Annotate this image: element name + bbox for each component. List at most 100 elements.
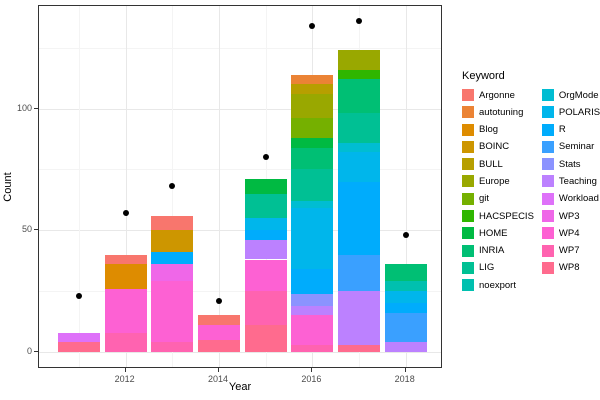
bar-segment-noexport — [384, 281, 427, 292]
legend-item: LIG — [462, 261, 534, 274]
bar-segment-Europe — [338, 50, 381, 70]
bar-segment-R — [338, 181, 381, 255]
x-tick-label: 2012 — [114, 374, 135, 384]
bar-segment-WP8 — [58, 342, 100, 352]
legend-item: BOINC — [462, 140, 534, 153]
bar-segment-git — [291, 118, 334, 138]
legend-swatch-BOINC — [462, 140, 474, 153]
data-point — [402, 232, 409, 239]
bar-segment-R — [291, 269, 334, 294]
legend-title: Keyword — [462, 70, 505, 82]
legend-item: BULL — [462, 158, 534, 171]
y-axis-title: Count — [2, 172, 14, 202]
bar-segment-WP4 — [244, 259, 287, 292]
bar-segment-INRIA — [291, 147, 334, 170]
bar-segment-WP4 — [104, 288, 147, 333]
legend-swatch-INRIA — [462, 244, 474, 257]
legend-item: POLARIS — [541, 106, 600, 119]
legend-label: HOME — [479, 227, 508, 239]
y-tick-mark — [34, 351, 38, 352]
legend-item: Stats — [541, 158, 600, 171]
bar-segment-Seminar — [384, 313, 427, 343]
legend-item: git — [462, 192, 534, 205]
legend: Keyword Argonne autotuning Blog BOINC BULL Eu… — [462, 70, 600, 297]
legend-label: Argonne — [479, 89, 515, 101]
x-tick-mark — [124, 368, 126, 372]
legend-item: Blog — [462, 123, 534, 136]
legend-label: WP3 — [558, 210, 580, 222]
bar-segment-Europe — [291, 93, 334, 119]
bar-segment-HOME — [244, 179, 287, 194]
data-point — [122, 210, 129, 217]
legend-swatch-BULL — [462, 158, 474, 171]
gridline-x-major — [125, 6, 127, 367]
bar-segment-Blog — [104, 264, 147, 289]
bar-segment-LIG — [291, 169, 334, 202]
legend-label: autotuning — [479, 106, 524, 118]
legend-swatch-Stats — [541, 158, 554, 171]
bar-segment-Teaching — [338, 291, 381, 345]
bar-segment-Workload — [58, 332, 100, 343]
legend-label: git — [479, 193, 490, 205]
bar-segment-Teaching — [291, 305, 334, 316]
legend-label: Europe — [479, 175, 510, 187]
y-tick-mark — [34, 229, 38, 231]
bar-segment-Argonne — [151, 215, 194, 231]
bar-segment-Argonne — [104, 254, 147, 265]
legend-label: BOINC — [479, 141, 510, 153]
legend-item: WP4 — [541, 227, 600, 240]
legend-swatch-WP8 — [541, 261, 554, 274]
bar-segment-Teaching — [384, 342, 427, 352]
legend-swatch-noexport — [462, 279, 474, 292]
legend-swatch-OrgMode — [541, 89, 554, 101]
legend-item: Argonne — [462, 89, 534, 101]
bar-segment-LIG — [338, 113, 381, 143]
legend-column: Argonne autotuning Blog BOINC BULL Europe git H… — [462, 89, 534, 297]
bar-segment-WP7 — [104, 332, 147, 352]
legend-label: noexport — [479, 279, 516, 291]
legend-label: OrgMode — [558, 89, 599, 101]
legend-label: WP4 — [558, 227, 580, 239]
plot-panel — [38, 5, 442, 368]
bar-segment-WP7 — [151, 342, 194, 352]
bar-segment-WP4 — [198, 325, 240, 340]
legend-label: WP8 — [558, 262, 580, 274]
y-tick-label: 50 — [21, 224, 32, 235]
legend-label: R — [558, 124, 566, 136]
bar-segment-Seminar — [338, 254, 381, 292]
bar-segment-Stats — [291, 293, 334, 306]
bar-segment-OrgMode — [338, 142, 381, 153]
legend-swatch-Seminar — [541, 140, 554, 153]
bar-segment-autotuning — [291, 74, 334, 85]
bar-segment-WP4 — [291, 315, 334, 345]
bar-segment-WP8 — [338, 344, 381, 352]
data-point — [76, 293, 82, 299]
x-tick-mark — [311, 368, 313, 372]
gridline-x-major — [219, 6, 220, 367]
bar-segment-OrgMode — [291, 201, 334, 209]
bar-segment-R — [151, 252, 194, 265]
legend-item: Teaching — [541, 175, 600, 188]
legend-label: BULL — [479, 158, 503, 170]
legend-item: OrgMode — [541, 89, 600, 101]
legend-item: Seminar — [541, 140, 600, 153]
bar-segment-WP3 — [151, 264, 194, 282]
y-tick-label: 0 — [26, 346, 32, 356]
legend-swatch-autotuning — [462, 106, 474, 119]
legend-swatch-LIG — [462, 261, 474, 274]
gridline-y-minor — [39, 47, 441, 49]
legend-label: Seminar — [558, 141, 595, 153]
x-tick-label: 2014 — [207, 374, 229, 384]
bar-segment-POLARIS — [291, 208, 334, 270]
legend-swatch-HACSPECIS — [462, 210, 474, 223]
legend-label: LIG — [479, 262, 495, 274]
legend-item: R — [541, 123, 600, 136]
bar-segment-Teaching — [244, 240, 287, 260]
legend-label: WP7 — [558, 245, 580, 257]
gridline-y-minor — [39, 291, 441, 293]
legend-swatch-R — [541, 123, 554, 136]
legend-item: HOME — [462, 227, 534, 240]
legend-item: WP7 — [541, 244, 600, 257]
bar-segment-INRIA — [338, 79, 381, 114]
data-point — [356, 17, 363, 24]
